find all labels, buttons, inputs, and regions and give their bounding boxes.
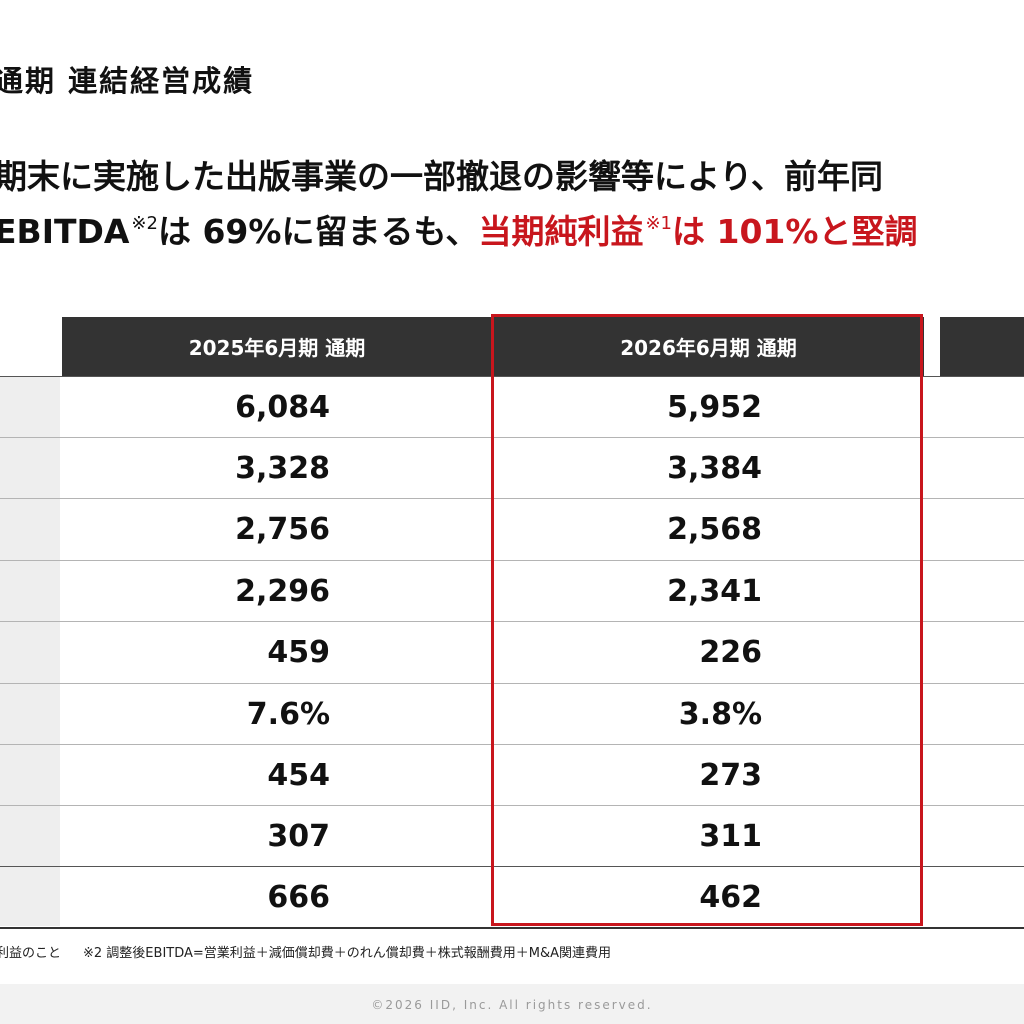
cell-fy2026: 5,952 xyxy=(667,390,762,425)
footnote-2: ※2 調整後EBITDA=営業利益＋減価償却費＋のれん償却費＋株式報酬費用＋M&… xyxy=(83,946,612,961)
cell-fy2025: 6,084 xyxy=(235,390,330,425)
page-title: 通期 連結経営成績 xyxy=(0,64,255,98)
row-divider xyxy=(0,437,1024,438)
row-divider xyxy=(0,683,1024,684)
row-divider xyxy=(0,866,1024,867)
cell-fy2025: 3,328 xyxy=(235,451,330,486)
footnote-1: 利益のこと xyxy=(0,946,62,961)
row-divider xyxy=(0,498,1024,499)
table-bottom-rule xyxy=(0,927,1024,929)
cell-fy2025: 7.6% xyxy=(246,697,330,732)
headline-net-income-label: 当期純利益 xyxy=(478,212,644,251)
cell-fy2025: 307 xyxy=(267,819,330,854)
footnotes: 利益のこと ※2 調整後EBITDA=営業利益＋減価償却費＋のれん償却費＋株式報酬… xyxy=(0,942,633,961)
cell-fy2025: 459 xyxy=(267,635,330,670)
headline-line-2: EBITDA ※2は 69%に留まるも、当期純利益 ※1は 101%と堅調 xyxy=(0,205,917,253)
cell-fy2025: 454 xyxy=(267,758,330,793)
row-divider xyxy=(0,376,1024,377)
column-header-fy2025: 2025年6月期 通期 xyxy=(62,317,492,376)
headline-ebitda-label: EBITDA xyxy=(0,212,130,251)
cell-fy2026: 3.8% xyxy=(678,697,762,732)
cell-fy2026: 273 xyxy=(699,758,762,793)
headline-highlight: 当期純利益 ※1は 101%と堅調 xyxy=(478,212,917,251)
cell-fy2026: 311 xyxy=(699,819,762,854)
cell-fy2025: 666 xyxy=(267,880,330,915)
cell-fy2026: 462 xyxy=(699,880,762,915)
footer-band xyxy=(0,984,1024,1024)
cell-fy2026: 226 xyxy=(699,635,762,670)
headline-line-1: 期末に実施した出版事業の一部撤退の影響等により、前年同 xyxy=(0,150,883,198)
row-label-column xyxy=(0,377,60,926)
cell-fy2025: 2,756 xyxy=(235,512,330,547)
headline-line-1-text: 期末に実施した出版事業の一部撤退の影響等により、前年同 xyxy=(0,157,884,196)
cell-fy2026: 2,568 xyxy=(667,512,762,547)
column-header-fy2026: 2026年6月期 通期 xyxy=(493,317,924,376)
copyright: ©2026 IID, Inc. All rights reserved. xyxy=(371,998,653,1012)
cell-fy2025: 2,296 xyxy=(235,574,330,609)
row-divider xyxy=(0,621,1024,622)
row-divider xyxy=(0,560,1024,561)
row-divider xyxy=(0,805,1024,806)
column-header-comparison xyxy=(940,317,1024,376)
headline-ebitda-footnote-mark: ※2 xyxy=(131,213,158,234)
headline-net-income-text: は 101%と堅調 xyxy=(672,212,918,251)
headline-ebitda-text: は 69%に留まるも、 xyxy=(157,212,479,251)
row-divider xyxy=(0,744,1024,745)
headline-net-income-footnote-mark: ※1 xyxy=(645,213,673,234)
cell-fy2026: 3,384 xyxy=(667,451,762,486)
cell-fy2026: 2,341 xyxy=(667,574,762,609)
